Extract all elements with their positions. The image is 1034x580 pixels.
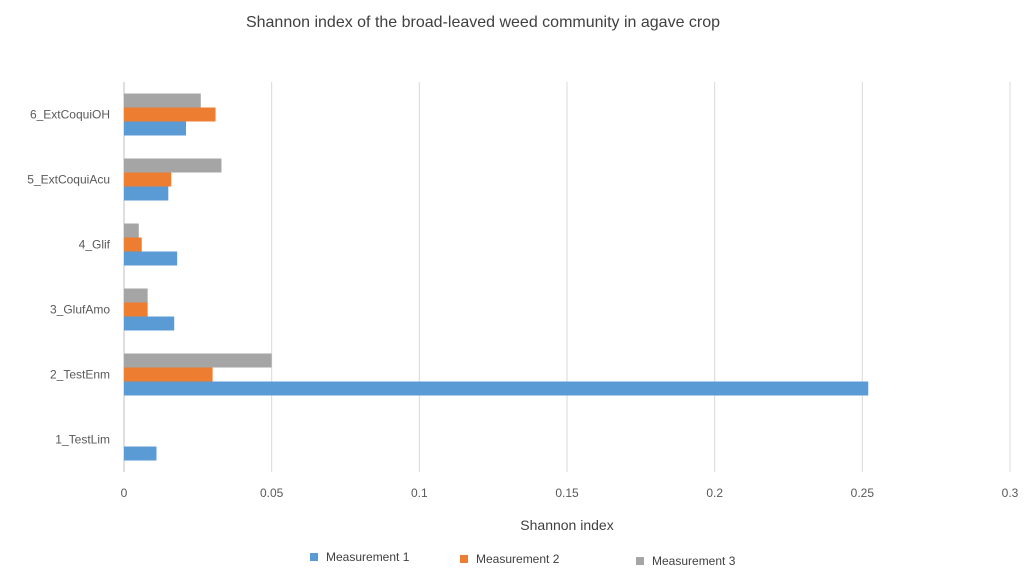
legend: Measurement 1 Measurement 2 Measurement 3 [310,550,736,568]
legend-label: Measurement 1 [326,550,410,564]
legend-label: Measurement 2 [476,552,560,566]
category-label: 6_ExtCoquiOH [30,108,110,122]
bar-2_TestEnm-s2 [124,367,213,382]
x-axis-title: Shannon index [520,517,613,533]
bar-6_ExtCoquiOH-s2 [124,107,216,122]
chart-title: Shannon index of the broad-leaved weed c… [246,14,720,31]
legend-swatch [310,553,318,561]
legend-label: Measurement 3 [652,554,736,568]
bar-layer [124,93,869,461]
legend-swatch [636,557,644,565]
bar-5_ExtCoquiAcu-s2 [124,172,172,187]
x-tick-label: 0.2 [706,486,723,500]
grid-layer [123,82,1011,472]
bar-6_ExtCoquiOH-s3 [124,93,201,108]
bar-5_ExtCoquiAcu-s3 [124,158,222,173]
category-label: 4_Glif [79,238,111,252]
bar-2_TestEnm-s3 [124,353,272,368]
bar-2_TestEnm-s1 [124,381,869,396]
bar-5_ExtCoquiAcu-s1 [124,186,169,201]
x-tick-label: 0.1 [411,486,428,500]
bar-4_Glif-s2 [124,237,142,252]
x-tick-label: 0.3 [1002,486,1019,500]
category-label: 1_TestLim [55,433,110,447]
x-tick-label: 0.15 [555,486,579,500]
legend-swatch [460,555,468,563]
x-tick-label: 0 [121,486,128,500]
bar-6_ExtCoquiOH-s1 [124,121,187,136]
bar-1_TestLim-s1 [124,446,157,461]
bar-3_GlufAmo-s3 [124,288,148,303]
category-label-layer: 1_TestLim 2_TestEnm 3_GlufAmo 4_Glif 5_ExtCo… [27,108,110,447]
bar-3_GlufAmo-s1 [124,316,175,331]
bar-4_Glif-s1 [124,251,178,266]
x-tick-label: 0.05 [260,486,284,500]
tick-layer: 0 0.05 0.1 0.15 0.2 0.25 0.3 [121,486,1019,500]
category-label: 5_ExtCoquiAcu [27,173,110,187]
bar-4_Glif-s3 [124,223,139,238]
x-tick-label: 0.25 [851,486,875,500]
bar-3_GlufAmo-s2 [124,302,148,317]
category-label: 3_GlufAmo [50,303,110,317]
category-label: 2_TestEnm [50,368,110,382]
